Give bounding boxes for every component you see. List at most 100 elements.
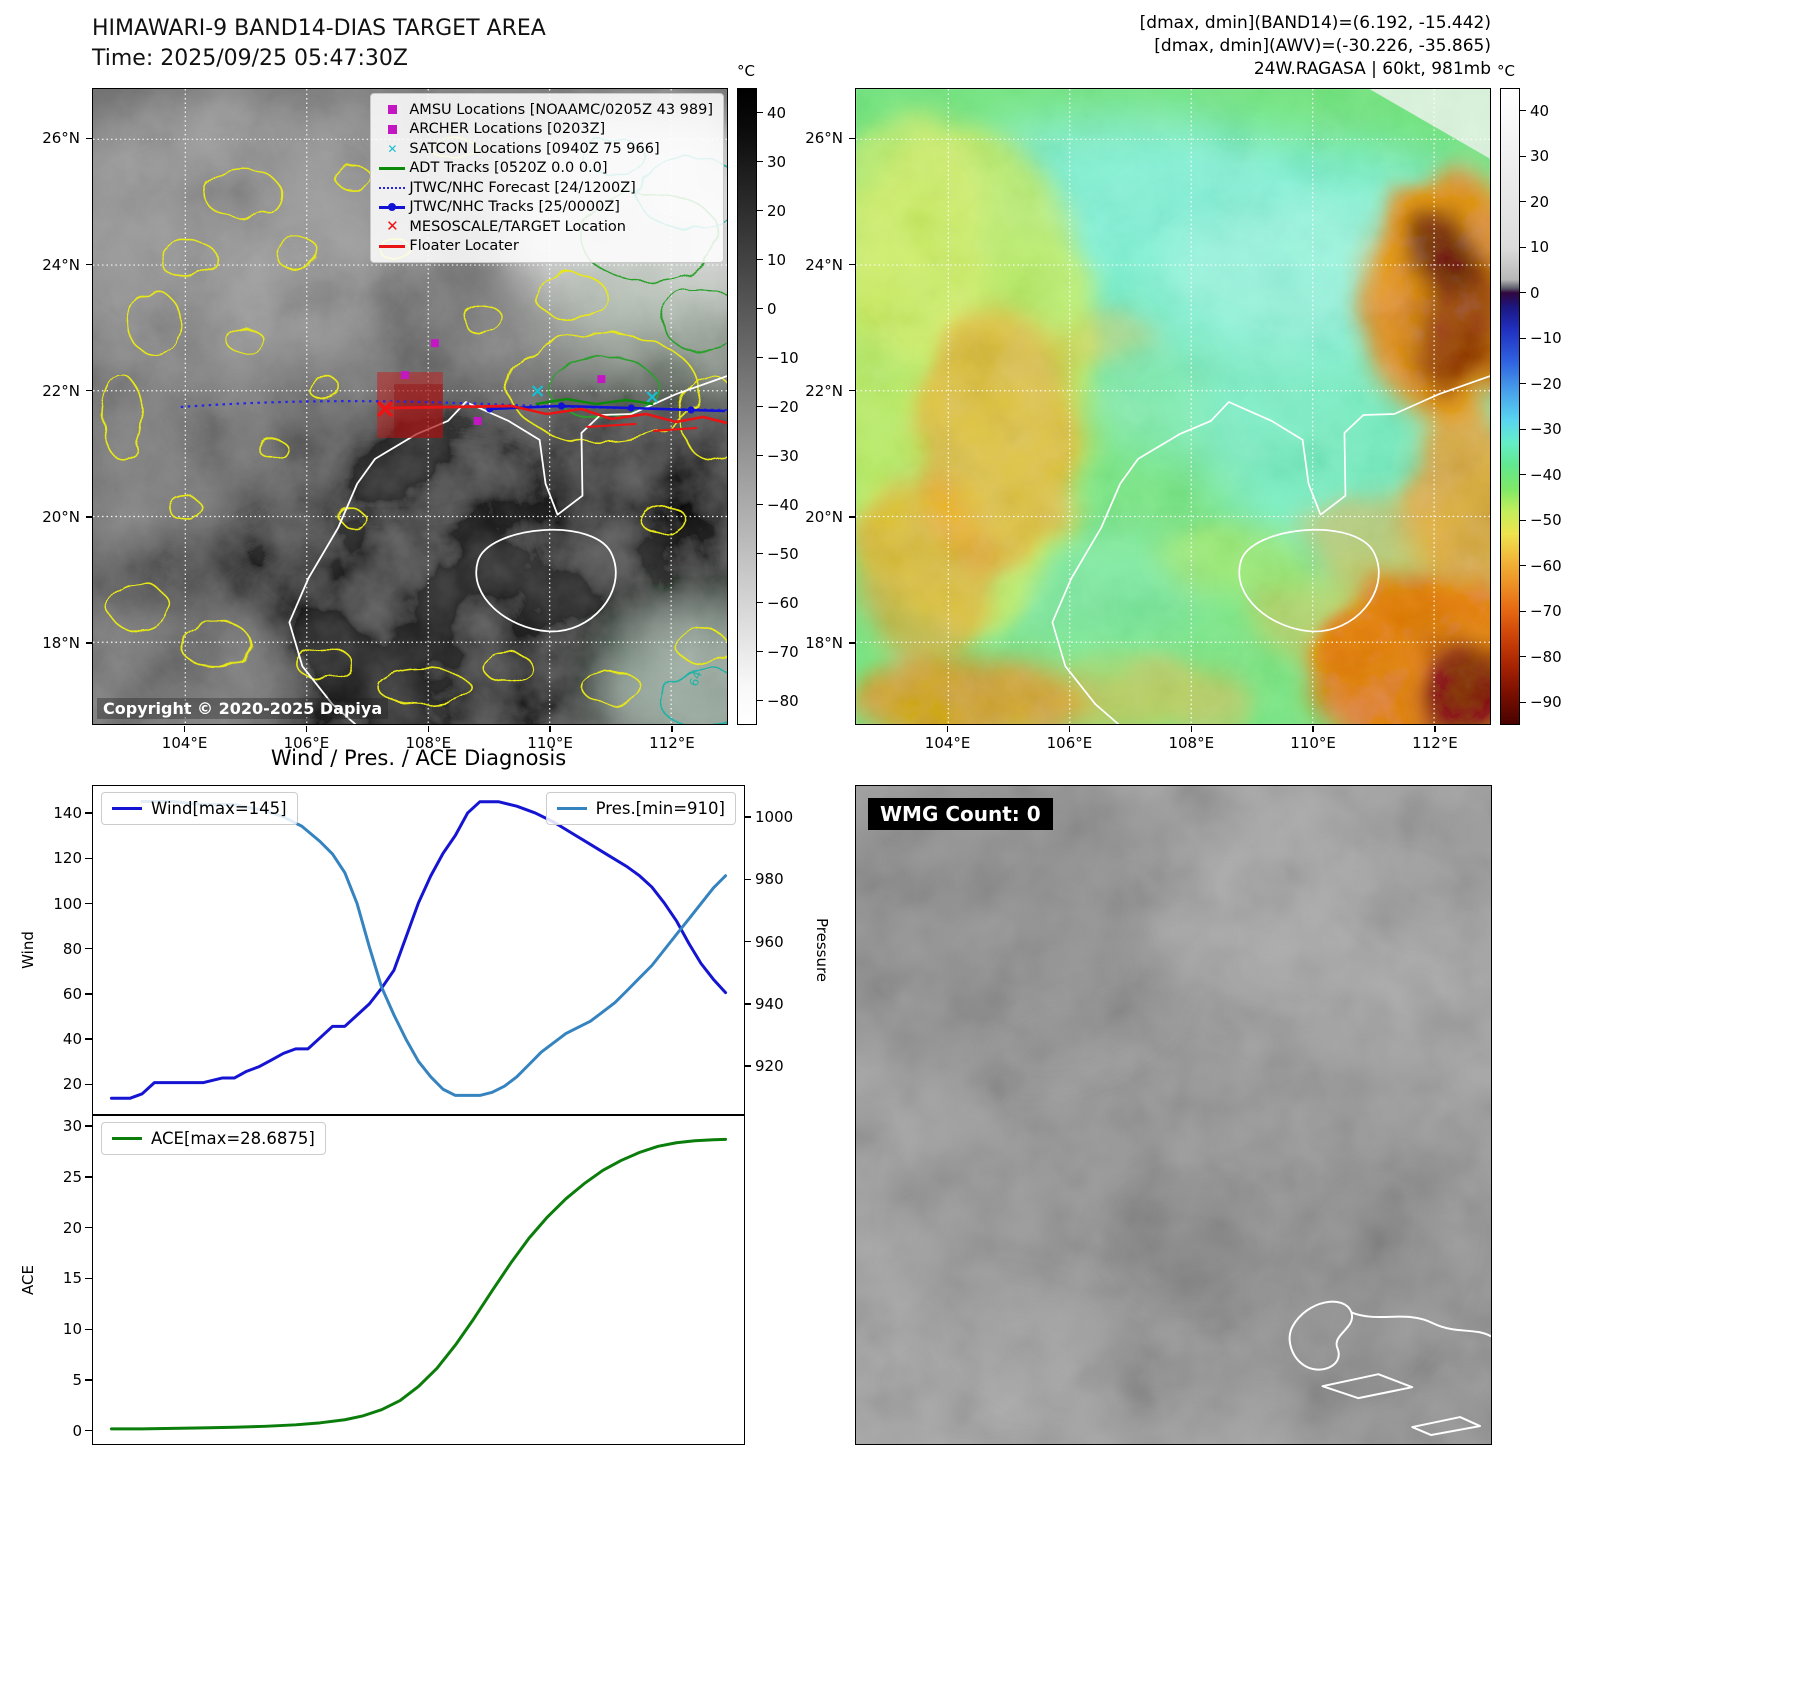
y-tick-mark xyxy=(849,137,855,140)
band14-colorbar xyxy=(737,88,757,725)
x-tick-mark xyxy=(305,726,308,732)
y-tick-mark xyxy=(86,263,92,266)
colorbar-tick-label: 40 xyxy=(1530,101,1550,120)
ace-legend-label: ACE[max=28.6875] xyxy=(151,1129,315,1148)
diagnosis-title: Wind / Pres. / ACE Diagnosis xyxy=(270,746,567,770)
x-legend-marker: ✕ xyxy=(387,141,398,156)
ace-plot-area xyxy=(109,1137,728,1431)
target-x-marker xyxy=(376,400,394,418)
pressure-legend-swatch xyxy=(556,806,587,811)
colorbar-tick-label: 10 xyxy=(767,250,787,269)
line-dot-legend-marker xyxy=(375,203,409,212)
colorbar-tick-label: −10 xyxy=(1530,329,1562,348)
chart-tick-label: 30 xyxy=(62,1117,82,1136)
legend-label: ADT Tracks [0520Z 0.0 0.0] xyxy=(409,160,608,177)
colorbar-tick-label: −30 xyxy=(1530,420,1562,439)
band14-colorbar-unit: °C xyxy=(737,62,755,80)
dmax-dmin-band14: [dmax, dmin](BAND14)=(6.192, -15.442) xyxy=(1139,13,1491,33)
colorbar-tick-label: 0 xyxy=(1530,283,1540,302)
x-tick-label: 110°E xyxy=(1290,734,1336,752)
square-icon xyxy=(387,124,397,134)
x-tick-label: 110°E xyxy=(527,734,573,752)
y-tick-mark xyxy=(86,137,92,140)
series-line xyxy=(140,800,728,1097)
chart-tick-mark xyxy=(744,1065,751,1067)
x-tick-label: 106°E xyxy=(283,734,330,752)
legend-item: Floater Locater xyxy=(375,237,713,257)
pressure-legend: Pres.[min=910] xyxy=(545,792,736,825)
chart-tick-mark xyxy=(85,993,92,995)
band14-legend: AMSU Locations [NOAAMC/0205Z 43 989] ARCH… xyxy=(370,93,724,263)
ace-legend-swatch xyxy=(112,1136,142,1141)
awv-colorbar-unit: °C xyxy=(1497,62,1515,80)
y-tick-mark xyxy=(86,390,92,392)
chart-tick-mark xyxy=(85,1277,92,1280)
legend-item: ARCHER Locations [0203Z] xyxy=(375,120,713,140)
chart-tick-mark xyxy=(744,1003,751,1005)
copyright-label: Copyright © 2020-2025 Dapiya xyxy=(97,698,389,719)
x-tick-label: 104°E xyxy=(924,734,971,752)
colorbar-tick-mark xyxy=(757,209,763,212)
y-tick-mark xyxy=(86,642,92,644)
x-tick-label: 112°E xyxy=(649,734,695,752)
colorbar-tick-mark xyxy=(1520,474,1526,476)
colorbar-tick-label: 40 xyxy=(767,103,787,122)
colorbar-tick-mark xyxy=(1520,110,1526,112)
series-line xyxy=(109,1137,728,1431)
colorbar-tick-label: 20 xyxy=(1530,192,1550,211)
colorbar-tick-label: −70 xyxy=(767,642,799,661)
wmg-coastline xyxy=(1288,1300,1491,1437)
colorbar-tick-label: −50 xyxy=(1530,511,1562,530)
x-tick-mark xyxy=(1434,726,1436,732)
chart-tick-mark xyxy=(85,948,92,950)
chart-tick-label: 40 xyxy=(62,1030,82,1049)
x-tick-mark xyxy=(1312,726,1314,732)
awv-colorbar-scale: 40 30 20 10 0 −10 −20 −30 −40 −50 −60 −70 −80 −90 xyxy=(1520,88,1568,725)
y-tick-label: 24°N xyxy=(805,255,843,274)
pressure-legend-label: Pres.[min=910] xyxy=(595,799,725,818)
x-tick-mark xyxy=(183,726,186,732)
x-tick-mark xyxy=(1190,726,1192,732)
band14-colorbar-scale: 40 30 20 10 0 −10 −20 −30 −40 −50 −60 −70 −80 xyxy=(757,88,805,725)
legend-label: Floater Locater xyxy=(409,238,519,255)
colorbar-tick-label: −10 xyxy=(767,348,799,367)
colorbar-tick-mark xyxy=(757,601,763,604)
ace-axis-label: ACE xyxy=(19,1265,37,1295)
chart-tick-mark xyxy=(85,1379,92,1381)
colorbar-tick-label: −60 xyxy=(767,593,799,612)
chart-tick-label: 15 xyxy=(62,1269,82,1288)
x-tick-label: 112°E xyxy=(1412,734,1458,752)
jtwc-forecast-track xyxy=(180,400,727,412)
legend-label: AMSU Locations [NOAAMC/0205Z 43 989] xyxy=(409,101,713,118)
y-tick-label: 26°N xyxy=(805,129,843,148)
colorbar-tick-mark xyxy=(757,405,763,408)
chart-tick-mark xyxy=(85,1176,92,1178)
colorbar-tick-mark xyxy=(757,307,763,310)
x-tick-label: 106°E xyxy=(1046,734,1093,752)
chart-tick-label: 920 xyxy=(755,1057,784,1076)
chart-tick-mark xyxy=(85,1430,92,1432)
colorbar-tick-mark xyxy=(757,258,763,261)
x-tick-label: 108°E xyxy=(405,734,452,752)
colorbar-tick-mark xyxy=(1520,428,1526,430)
legend-label: JTWC/NHC Forecast [24/1200Z] xyxy=(409,179,636,196)
dotted-line-legend-marker xyxy=(375,186,409,189)
x-tick-label: 104°E xyxy=(161,734,208,752)
wmg-panel: WMG Count: 0 xyxy=(855,785,1492,1445)
x-tick-mark xyxy=(427,726,429,732)
colorbar-tick-mark xyxy=(757,650,763,653)
legend-label: JTWC/NHC Tracks [25/0000Z] xyxy=(409,199,620,216)
awv-colorbar xyxy=(1500,88,1520,725)
colorbar-tick-mark xyxy=(757,699,763,702)
x-bold-legend-marker: ✕ xyxy=(386,217,399,236)
colorbar-tick-label: 10 xyxy=(1530,238,1550,257)
colorbar-tick-label: −60 xyxy=(1530,556,1562,575)
colorbar-tick-mark xyxy=(1520,201,1526,203)
colorbar-tick-label: −70 xyxy=(1530,602,1562,621)
square-legend-marker xyxy=(375,124,409,134)
legend-label: SATCON Locations [0940Z 75 966] xyxy=(409,140,660,157)
chart-tick-label: 10 xyxy=(62,1320,82,1339)
dot-icon xyxy=(388,203,397,212)
storm-id-intensity: 24W.RAGASA | 60kt, 981mb xyxy=(1253,59,1491,79)
colorbar-tick-label: −40 xyxy=(1530,465,1562,484)
